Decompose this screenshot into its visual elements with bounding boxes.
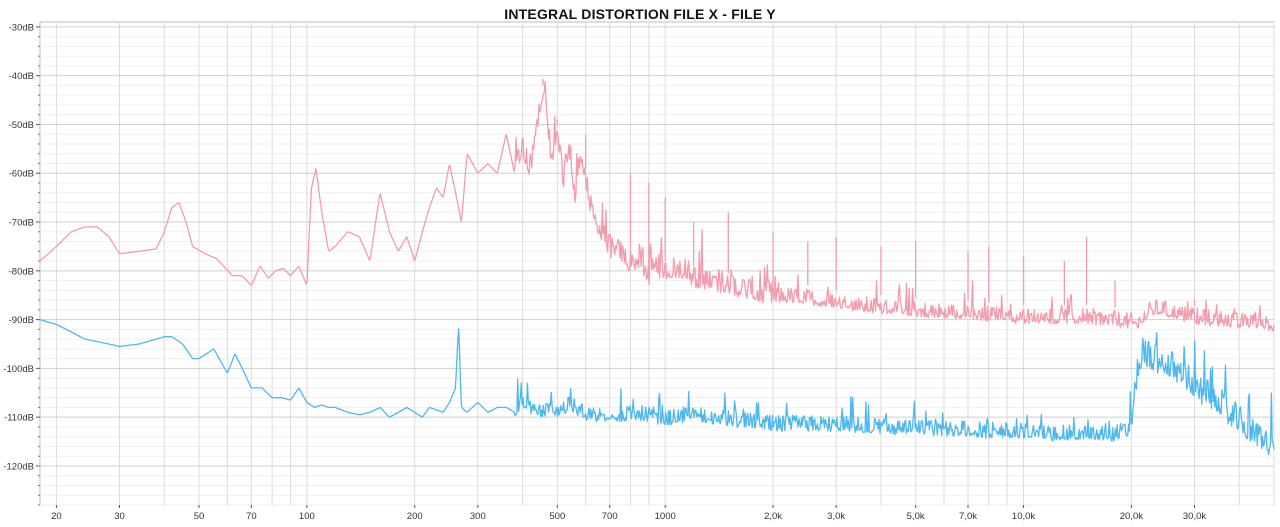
y-tick-label: -120dB <box>3 461 34 472</box>
y-tick-label: -50dB <box>9 120 34 131</box>
series-line-1 <box>39 80 1275 332</box>
y-tick-label: -80dB <box>9 266 34 277</box>
x-tick-label: 20 <box>51 511 62 522</box>
x-tick-label: 30,0k <box>1183 511 1206 522</box>
x-tick-label: 10,0k <box>1012 511 1035 522</box>
y-tick-label: -100dB <box>3 364 34 375</box>
series-line-2 <box>39 318 1275 456</box>
y-tick-label: -110dB <box>4 413 34 424</box>
x-tick-label: 200 <box>407 511 423 522</box>
y-tick-label: -70dB <box>9 218 34 229</box>
x-tick-label: 700 <box>602 511 618 522</box>
x-tick-label: 50 <box>194 511 205 522</box>
y-tick-label: -90dB <box>9 315 34 326</box>
x-tick-label: 3,0k <box>827 511 845 522</box>
chart-title: INTEGRAL DISTORTION FILE X - FILE Y <box>504 6 776 22</box>
x-tick-label: 100 <box>299 511 315 522</box>
y-tick-label: -40dB <box>9 71 34 82</box>
x-tick-label: 7,0k <box>959 511 977 522</box>
y-tick-label: -30dB <box>9 22 34 33</box>
x-tick-label: 70 <box>246 511 257 522</box>
x-tick-label: 300 <box>470 511 486 522</box>
x-tick-label: 20,0k <box>1120 511 1143 522</box>
x-tick-label: 1000 <box>655 511 676 522</box>
x-tick-label: 5,0k <box>907 511 925 522</box>
x-tick-label: 2,0k <box>764 511 782 522</box>
x-tick-label: 30 <box>114 511 125 522</box>
x-tick-label: 500 <box>549 511 565 522</box>
y-tick-label: -60dB <box>9 169 34 180</box>
